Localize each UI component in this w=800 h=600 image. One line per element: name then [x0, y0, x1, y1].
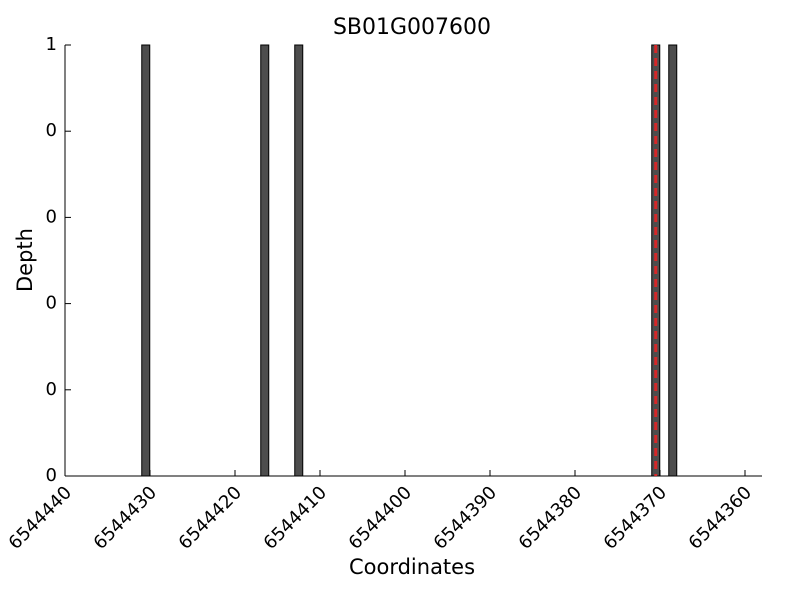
- x-tick-label: 6544370: [600, 482, 672, 554]
- chart-title: SB01G007600: [333, 15, 491, 40]
- x-axis-label: Coordinates: [349, 555, 475, 579]
- x-tick-label: 6544380: [515, 482, 587, 554]
- y-tick-label: 0: [46, 120, 57, 141]
- bar: [141, 44, 151, 477]
- y-tick-label: 1: [46, 34, 57, 55]
- x-tick-label: 6544420: [175, 482, 247, 554]
- y-tick-label: 0: [46, 293, 57, 314]
- x-tick-label: 6544430: [90, 482, 162, 554]
- x-tick-label: 6544360: [685, 482, 757, 554]
- x-tick-label: 6544390: [430, 482, 502, 554]
- y-tick-label: 0: [46, 379, 57, 400]
- x-tick-label: 6544410: [260, 482, 332, 554]
- bar: [668, 44, 678, 477]
- x-tick-label: 6544400: [345, 482, 417, 554]
- x-tick-label: 6544440: [5, 482, 77, 554]
- bar: [260, 44, 270, 477]
- y-tick-label: 0: [46, 206, 57, 227]
- y-tick-label: 0: [46, 465, 57, 486]
- bar: [294, 44, 304, 477]
- y-axis-label: Depth: [13, 228, 37, 292]
